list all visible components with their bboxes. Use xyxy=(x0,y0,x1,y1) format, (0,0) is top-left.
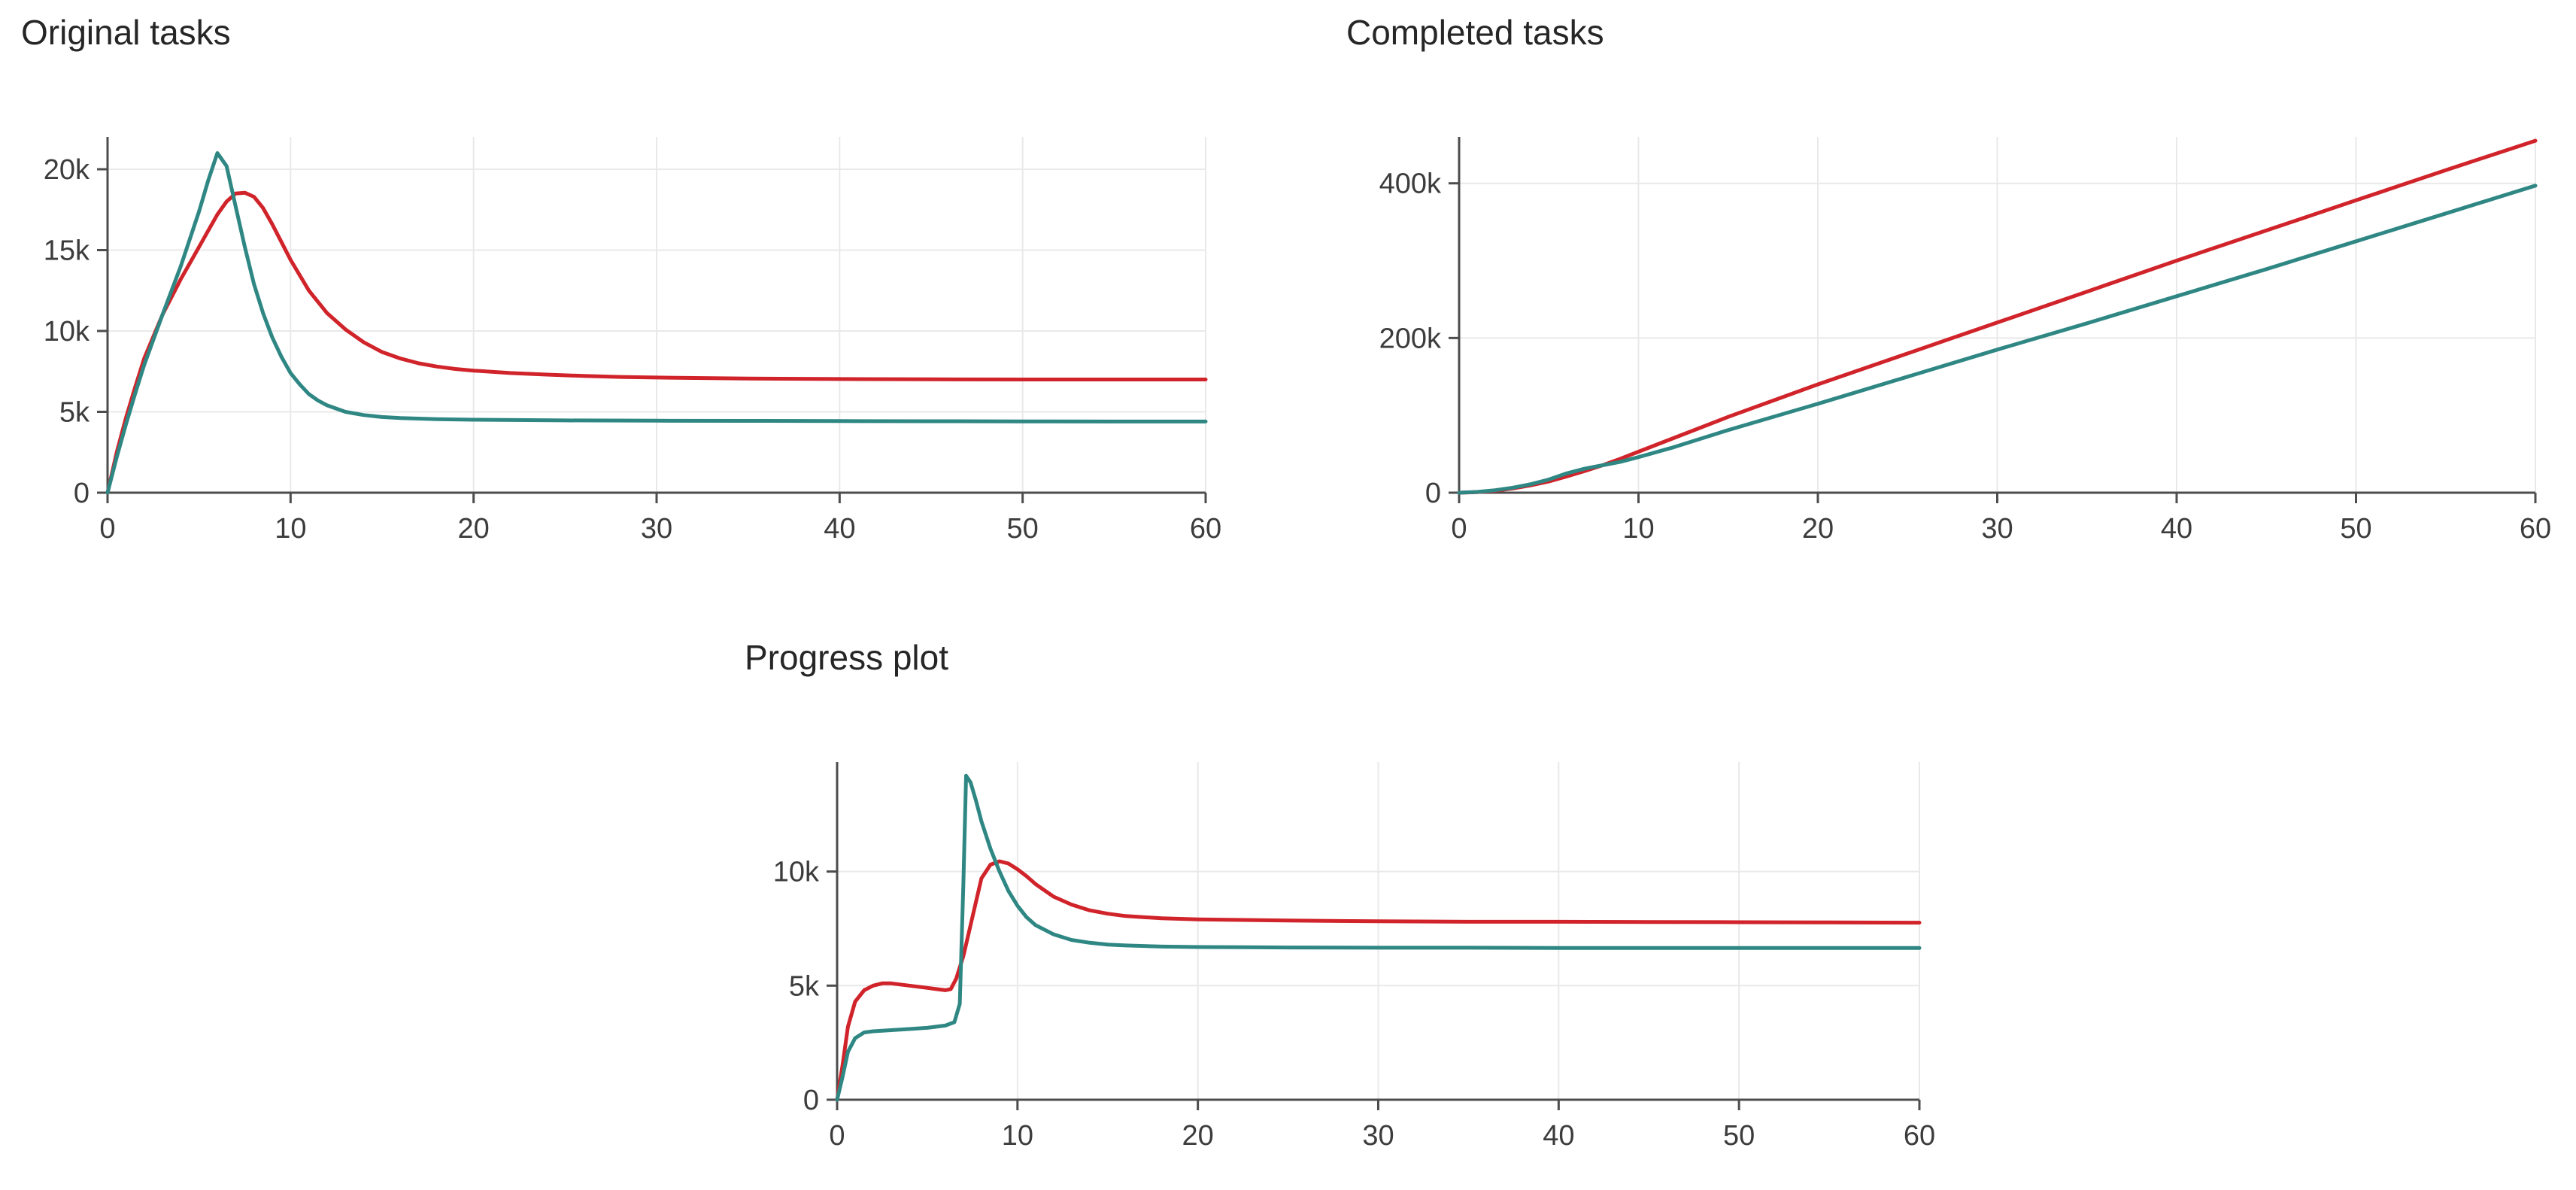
svg-text:10: 10 xyxy=(1002,1120,1033,1152)
svg-text:20k: 20k xyxy=(44,154,90,186)
chart-title-completed-tasks: Completed tasks xyxy=(1346,13,1604,52)
svg-text:10k: 10k xyxy=(44,316,90,348)
svg-text:10: 10 xyxy=(1622,513,1654,545)
svg-text:10: 10 xyxy=(275,513,306,545)
svg-text:0: 0 xyxy=(1425,478,1441,509)
svg-text:20: 20 xyxy=(458,513,490,545)
chart-original-tasks: Original tasks 0 10 20 30 40 50 60 0 5k 10k 15k 20k xyxy=(21,11,1224,559)
svg-text:20: 20 xyxy=(1802,513,1834,545)
svg-text:0: 0 xyxy=(74,478,90,509)
svg-text:200k: 200k xyxy=(1379,323,1442,354)
svg-text:30: 30 xyxy=(1362,1120,1394,1152)
chart-progress-plot: Progress plot 0 10 20 30 40 50 60 0 5k 10k xyxy=(745,636,1935,1166)
svg-text:50: 50 xyxy=(2340,513,2371,545)
chart-completed-tasks: Completed tasks 0 10 20 30 40 50 60 0 200k 400k xyxy=(1346,11,2557,559)
svg-text:5k: 5k xyxy=(789,970,820,1002)
svg-text:50: 50 xyxy=(1723,1120,1755,1152)
svg-text:0: 0 xyxy=(803,1085,819,1116)
svg-text:40: 40 xyxy=(1543,1120,1574,1152)
completed-tasks-plot: 0 10 20 30 40 50 60 0 200k 400k xyxy=(1379,137,2551,545)
svg-text:400k: 400k xyxy=(1379,168,1442,200)
svg-text:60: 60 xyxy=(1190,513,1221,545)
svg-text:40: 40 xyxy=(2161,513,2192,545)
chart-title-original-tasks: Original tasks xyxy=(21,13,231,52)
svg-text:20: 20 xyxy=(1182,1120,1214,1152)
original-tasks-plot: 0 10 20 30 40 50 60 0 5k 10k 15k 20k xyxy=(44,137,1221,545)
svg-text:15k: 15k xyxy=(44,235,90,267)
svg-text:30: 30 xyxy=(1981,513,2013,545)
progress-plot: 0 10 20 30 40 50 60 0 5k 10k xyxy=(773,762,1935,1152)
svg-text:0: 0 xyxy=(99,513,115,545)
svg-text:60: 60 xyxy=(1904,1120,1935,1152)
svg-text:50: 50 xyxy=(1007,513,1039,545)
chart-title-progress-plot: Progress plot xyxy=(745,638,949,677)
svg-text:40: 40 xyxy=(824,513,855,545)
svg-text:10k: 10k xyxy=(773,857,820,888)
svg-text:60: 60 xyxy=(2520,513,2551,545)
svg-text:0: 0 xyxy=(829,1120,845,1152)
svg-text:5k: 5k xyxy=(59,397,90,429)
svg-text:0: 0 xyxy=(1451,513,1467,545)
svg-text:30: 30 xyxy=(641,513,672,545)
